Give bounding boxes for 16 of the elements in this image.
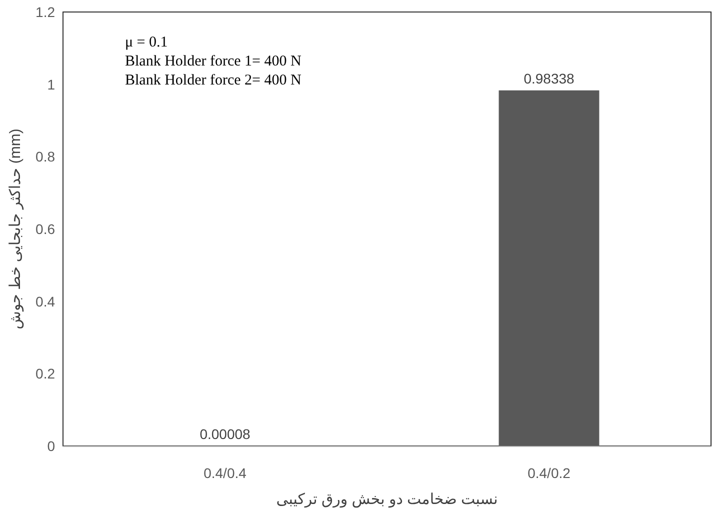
y-tick-label: 0.4	[36, 293, 56, 310]
y-tick-label: 0.6	[36, 221, 56, 237]
annotation: μ = 0.1	[125, 34, 168, 50]
x-axis-title: نسبت ضخامت دو بخش ورق ترکیبی	[276, 491, 498, 508]
y-tick-label: 1.2	[36, 4, 56, 20]
data-label: 0.00008	[200, 426, 251, 442]
annotation: Blank Holder force 1= 400 N	[125, 54, 302, 70]
y-tick-label: 0	[47, 438, 56, 454]
y-tick-label: 1	[47, 76, 56, 92]
x-tick-label: 0.4/0.2	[528, 465, 571, 481]
annotation: Blank Holder force 2= 400 N	[125, 72, 302, 88]
y-tick-label: 0.8	[36, 148, 56, 165]
y-axis-title: حداکثر جابجایی خط جوش (mm)	[7, 128, 24, 330]
y-tick-label: 0.2	[36, 366, 56, 382]
data-label: 0.98338	[524, 70, 575, 86]
x-tick-label: 0.4/0.4	[204, 465, 247, 481]
